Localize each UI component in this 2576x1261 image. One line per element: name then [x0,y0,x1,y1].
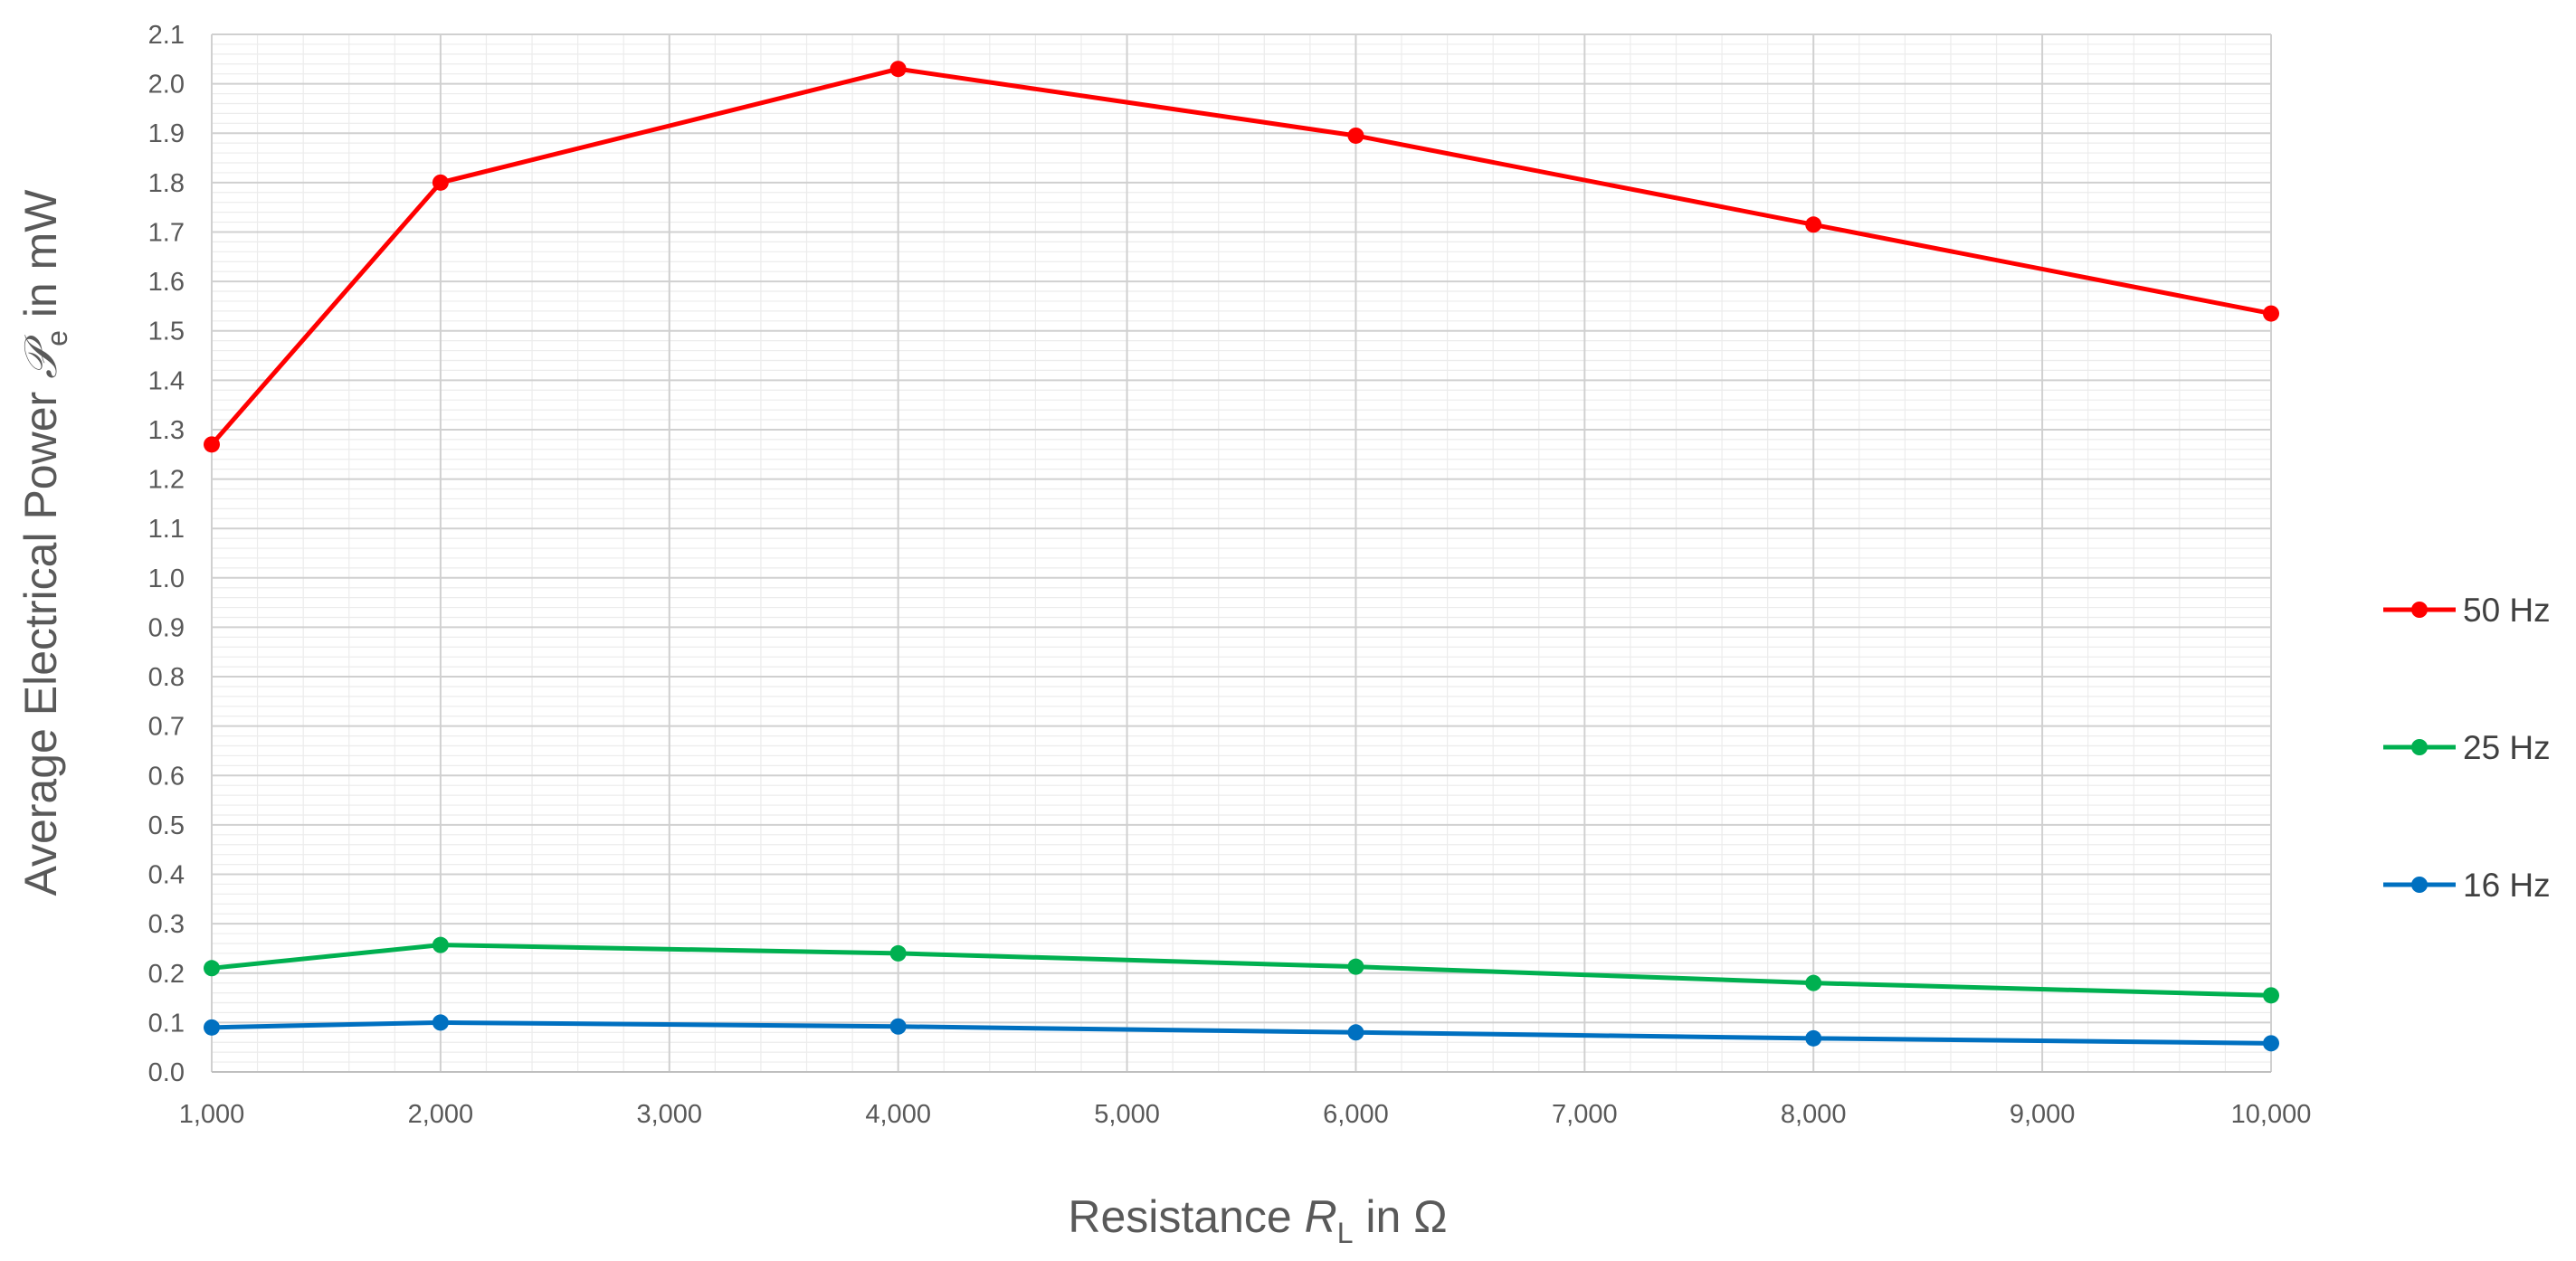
x-tick-label: 1,000 [179,1100,245,1129]
legend-marker [2411,739,2428,755]
y-tick-label: 0.4 [148,861,185,890]
y-tick-label: 0.1 [148,1009,185,1038]
data-point [2263,305,2279,322]
data-point [2263,987,2279,1004]
y-tick-label: 0.2 [148,960,185,989]
legend-label: 16 Hz [2463,867,2551,904]
y-tick-label: 0.8 [148,663,185,692]
x-tick-label: 6,000 [1323,1100,1389,1129]
y-axis-tick-labels: 0.0 0.1 0.2 0.3 0.4 0.5 0.6 0.7 0.8 0.9 1.0 1.1 1.2 1… [148,21,185,1087]
legend-item: 25 Hz [2383,729,2551,766]
y-tick-label: 1.9 [148,119,185,148]
legend-label: 50 Hz [2463,592,2551,629]
series-line [211,943,2272,998]
y-tick-label: 0.3 [148,910,185,939]
data-point [1805,216,1822,233]
x-axis-tick-labels: 1,000 2,000 3,000 4,000 5,000 6,000 7,000 8,000… [179,1100,2312,1129]
data-point [1347,127,1364,144]
data-point [204,960,220,977]
y-tick-label: 2.0 [148,71,185,100]
y-tick-label: 1.2 [148,466,185,495]
y-tick-label: 0.5 [148,811,185,840]
y-tick-label: 1.6 [148,268,185,297]
y-axis-title: Average Electrical Power 𝒫e in mW [15,189,73,896]
legend-marker [2411,877,2428,893]
y-tick-label: 1.4 [148,366,185,395]
data-point [432,936,449,953]
series-16-hz [204,1014,2279,1052]
y-tick-label: 1.3 [148,416,185,445]
data-point [1805,974,1822,991]
legend-label: 25 Hz [2463,729,2551,766]
data-point [889,944,907,962]
y-tick-label: 1.7 [148,218,185,247]
data-point [204,436,220,453]
data-point [1805,1029,1822,1047]
minor-gridlines [211,33,2272,1073]
series-line [210,66,2272,446]
plot-series [204,61,2279,1052]
x-tick-label: 7,000 [1552,1100,1618,1129]
data-point [432,1014,449,1031]
y-tick-label: 0.0 [148,1058,185,1087]
data-point [2263,1035,2279,1052]
legend-marker [2411,602,2428,618]
data-point [889,1018,907,1035]
x-tick-label: 10,000 [2231,1100,2312,1129]
y-tick-label: 0.7 [148,713,185,742]
series-line [211,1019,2272,1046]
data-point [204,1019,220,1036]
x-tick-label: 9,000 [2010,1100,2076,1129]
legend-item: 50 Hz [2383,592,2551,629]
series-50-hz [204,61,2279,453]
data-point [1347,958,1364,975]
y-tick-label: 1.0 [148,564,185,593]
x-axis-title-symbol: R [1305,1191,1337,1242]
legend-item: 16 Hz [2383,867,2551,904]
data-point [432,174,449,191]
x-tick-label: 8,000 [1781,1100,1847,1129]
x-tick-label: 4,000 [865,1100,931,1129]
y-tick-label: 1.1 [148,515,185,544]
major-gridlines [211,33,2272,1073]
x-axis-title-subscript: L [1337,1217,1354,1249]
x-tick-label: 5,000 [1094,1100,1160,1129]
x-axis-title: Resistance RL in Ω [1068,1191,1447,1249]
x-tick-label: 3,000 [636,1100,702,1129]
legend: 50 Hz 25 Hz 16 Hz [2383,592,2551,904]
data-point [889,61,907,78]
y-tick-label: 0.6 [148,762,185,791]
y-tick-label: 0.9 [148,613,185,642]
series-25-hz [204,936,2279,1004]
y-tick-label: 1.8 [148,169,185,198]
data-point [1347,1024,1364,1041]
y-axis-title-subscript: e [41,330,73,346]
y-tick-label: 2.1 [148,21,185,50]
x-tick-label: 2,000 [408,1100,474,1129]
y-tick-label: 1.5 [148,318,185,346]
